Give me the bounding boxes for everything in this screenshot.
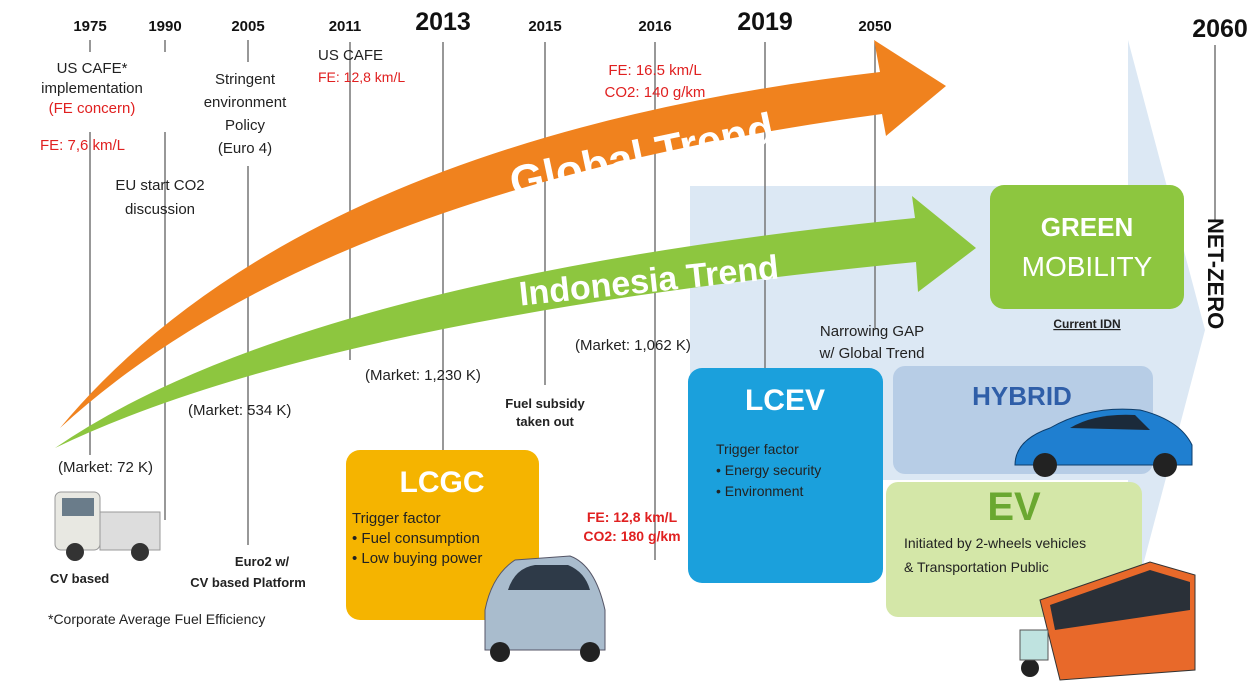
year: 2005 [231,18,264,35]
note-text: Fuel subsidy [505,396,585,411]
box-text: • Fuel consumption [352,530,480,547]
year: 2011 [329,18,362,35]
note-text: US CAFE [318,47,383,64]
box-title: HYBRID [972,381,1072,411]
years: 1975 1990 2005 2011 2013 2015 2016 2019 … [73,8,1248,43]
green-mobility-box [990,185,1184,309]
market-label: (Market: 1,230 K) [365,367,481,384]
note-text: US CAFE* [57,60,128,77]
lcgc-car-image [485,556,605,662]
note-text: (FE concern) [49,100,136,117]
year: 2013 [415,8,471,36]
box-text: Initiated by 2-wheels vehicles [904,535,1086,551]
note-text: implementation [41,80,143,97]
box-title: MOBILITY [1022,251,1153,282]
box-title: GREEN [1041,212,1133,242]
year: 2015 [528,18,561,35]
note-text: CV based Platform [190,575,306,590]
year: 2016 [638,18,671,35]
note-text: CV based [50,571,109,586]
note-fe: CO2: 180 g/km [583,528,680,544]
box-text: • Environment [716,483,803,499]
note-text: Euro2 w/ [235,554,290,569]
year: 1990 [148,18,181,35]
box-title: LCEV [745,384,825,417]
box-text: & Transportation Public [904,559,1049,575]
note-text: Policy [225,117,266,134]
year: 2060 [1192,15,1248,43]
year: 2019 [737,8,793,36]
note-text: (Euro 4) [218,140,272,157]
box-text: Trigger factor [352,510,441,527]
note-text: environment [204,94,287,111]
market-label: (Market: 534 K) [188,402,291,419]
note-fe: FE: 12,8 km/L [318,69,405,85]
market-label: (Market: 1,062 K) [575,337,691,354]
footnote: *Corporate Average Fuel Efficiency [48,611,265,627]
box-title: LCGC [400,466,485,499]
note-fe: CO2: 140 g/km [605,84,706,101]
note-text: taken out [516,414,574,429]
note-text: EU start CO2 [115,177,204,194]
note-text: discussion [125,201,195,218]
box-title: EV [987,485,1041,529]
box-caption: Current IDN [1053,317,1120,331]
note-text: w/ Global Trend [818,345,924,362]
net-zero-label: NET-ZERO [1203,218,1228,329]
year: 1975 [73,18,106,35]
note-fe: FE: 16.5 km/L [608,62,701,79]
note-fe: FE: 7,6 km/L [40,137,125,154]
box-text: • Energy security [716,462,821,478]
truck-image [55,492,160,561]
market-label: (Market: 72 K) [58,459,153,476]
box-text: Trigger factor [716,441,799,457]
box-text: • Low buying power [352,550,482,567]
year: 2050 [858,18,891,35]
diagram: 1975 1990 2005 2011 2013 2015 2016 2019 … [0,0,1260,684]
note-text: Stringent [215,71,276,88]
note-fe: FE: 12,8 km/L [587,509,678,525]
note-text: Narrowing GAP [820,323,924,340]
